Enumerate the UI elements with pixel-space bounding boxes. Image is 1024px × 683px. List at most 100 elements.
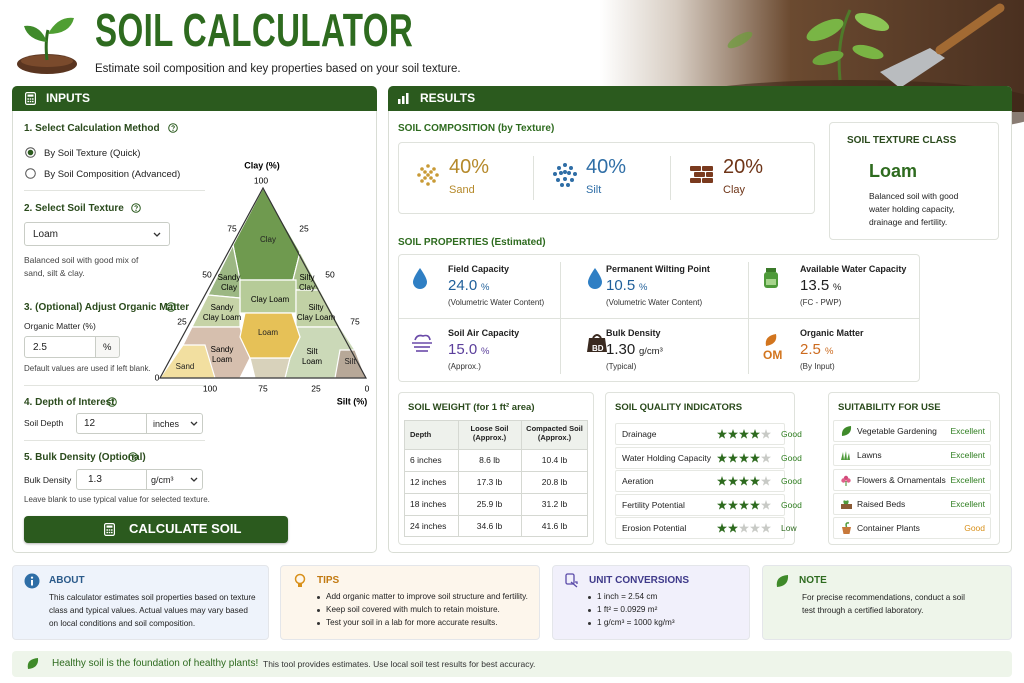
indicator-label: Good xyxy=(781,452,802,463)
property-icon xyxy=(765,334,777,346)
unit: g/cm³ xyxy=(151,475,174,485)
composition-value: 40% xyxy=(449,156,490,178)
icon-part xyxy=(702,178,713,183)
calculate-button[interactable] xyxy=(24,516,288,543)
icon-part xyxy=(27,149,34,156)
star-shape xyxy=(717,523,727,533)
icon-part xyxy=(429,170,433,174)
tick-label: 50 xyxy=(202,269,212,279)
chevron xyxy=(153,232,161,237)
panel-header xyxy=(388,86,1012,111)
property-icon xyxy=(588,268,602,289)
button-label[interactable]: CALCULATE SOIL xyxy=(129,521,242,536)
help-icon xyxy=(107,397,117,407)
table-header xyxy=(405,421,587,449)
field-label: Organic Matter (%) xyxy=(24,321,96,331)
icon-part xyxy=(573,172,577,176)
icon-part xyxy=(171,125,175,129)
suitability-row xyxy=(833,492,991,515)
table-rule xyxy=(458,421,459,536)
label-line: Clay xyxy=(299,283,315,292)
table-header-cell: Compacted Soil (Approx.) xyxy=(526,424,583,442)
panel-header xyxy=(12,86,377,111)
indicator-name: Fertility Potential xyxy=(622,499,685,510)
icon-part xyxy=(556,178,560,182)
table-rule xyxy=(405,493,587,494)
star xyxy=(761,429,771,439)
icon-part xyxy=(32,100,34,103)
card-title: TIPS xyxy=(317,575,340,586)
divider xyxy=(560,262,561,374)
composition-icon xyxy=(553,163,577,187)
bullet xyxy=(588,622,591,625)
icon-part xyxy=(587,338,607,352)
input-value[interactable]: 12 xyxy=(84,418,96,429)
icon-part xyxy=(27,94,34,97)
calculator-icon xyxy=(104,523,116,537)
divider xyxy=(24,190,205,191)
use-rating: Excellent xyxy=(950,474,986,485)
icon-part xyxy=(559,171,563,175)
icon-part xyxy=(420,179,424,183)
unit-select[interactable] xyxy=(146,469,203,490)
input-value[interactable]: 1.3 xyxy=(88,474,102,485)
label-line: Silty xyxy=(308,303,323,312)
star xyxy=(739,523,749,533)
property-label: Organic Matter xyxy=(800,328,864,338)
icon-part xyxy=(132,458,134,460)
use-rating: Excellent xyxy=(950,426,986,436)
star-shape xyxy=(728,476,738,486)
tick-label: 100 xyxy=(254,175,268,185)
divider xyxy=(670,156,671,200)
info-card xyxy=(762,565,1012,640)
icon-part xyxy=(27,98,34,103)
star-shape xyxy=(717,452,727,463)
use-icon xyxy=(842,522,851,535)
tick-label: 25 xyxy=(177,316,187,326)
rating-stars xyxy=(717,452,777,463)
icon-part xyxy=(426,182,430,186)
texture-select[interactable] xyxy=(24,222,170,246)
icon-part xyxy=(24,25,47,42)
icon-part xyxy=(412,334,432,352)
rating-stars xyxy=(717,476,777,486)
star xyxy=(761,476,771,486)
radio[interactable] xyxy=(25,168,36,179)
table-cell: 24 inches xyxy=(410,521,447,531)
calculator-icon xyxy=(25,92,37,106)
icon-part xyxy=(106,529,113,534)
radio-label[interactable]: By Soil Texture (Quick) xyxy=(44,148,141,159)
icon-part xyxy=(563,177,567,181)
indicator-row xyxy=(615,446,785,469)
icon-part xyxy=(842,527,851,535)
icon-part xyxy=(845,522,850,528)
tick-label: 0 xyxy=(155,372,160,382)
card-item: Keep soil covered with mulch to retain m… xyxy=(326,605,500,614)
icon-part xyxy=(566,183,570,187)
region-label: Silty Clay Loam xyxy=(297,303,336,322)
property-icon xyxy=(587,334,607,352)
footer-icon xyxy=(27,658,39,669)
section-title: SOIL COMPOSITION (by Texture) xyxy=(398,123,555,134)
help-icon xyxy=(128,452,138,462)
icon-part xyxy=(432,167,436,171)
unit-select[interactable] xyxy=(146,413,203,434)
select-value[interactable]: Loam xyxy=(33,229,59,240)
star-shape xyxy=(728,499,738,510)
composition-icon xyxy=(690,166,713,183)
star-shape xyxy=(761,523,771,533)
card-title: UNIT CONVERSIONS xyxy=(589,575,690,586)
label-line: Sandy xyxy=(218,273,241,282)
icon-part xyxy=(426,164,430,168)
radio[interactable] xyxy=(25,147,36,158)
input-value[interactable]: 2.5 xyxy=(33,342,47,353)
tick-label: 75 xyxy=(258,383,268,393)
suitability-box xyxy=(828,392,1000,545)
table-cell: 41.6 lb xyxy=(541,521,568,531)
icon-part xyxy=(128,452,138,462)
radio-label[interactable]: By Soil Composition (Advanced) xyxy=(44,169,181,180)
star xyxy=(728,523,738,533)
table-rule xyxy=(405,449,587,450)
label-line: Clay Loam xyxy=(203,313,242,322)
